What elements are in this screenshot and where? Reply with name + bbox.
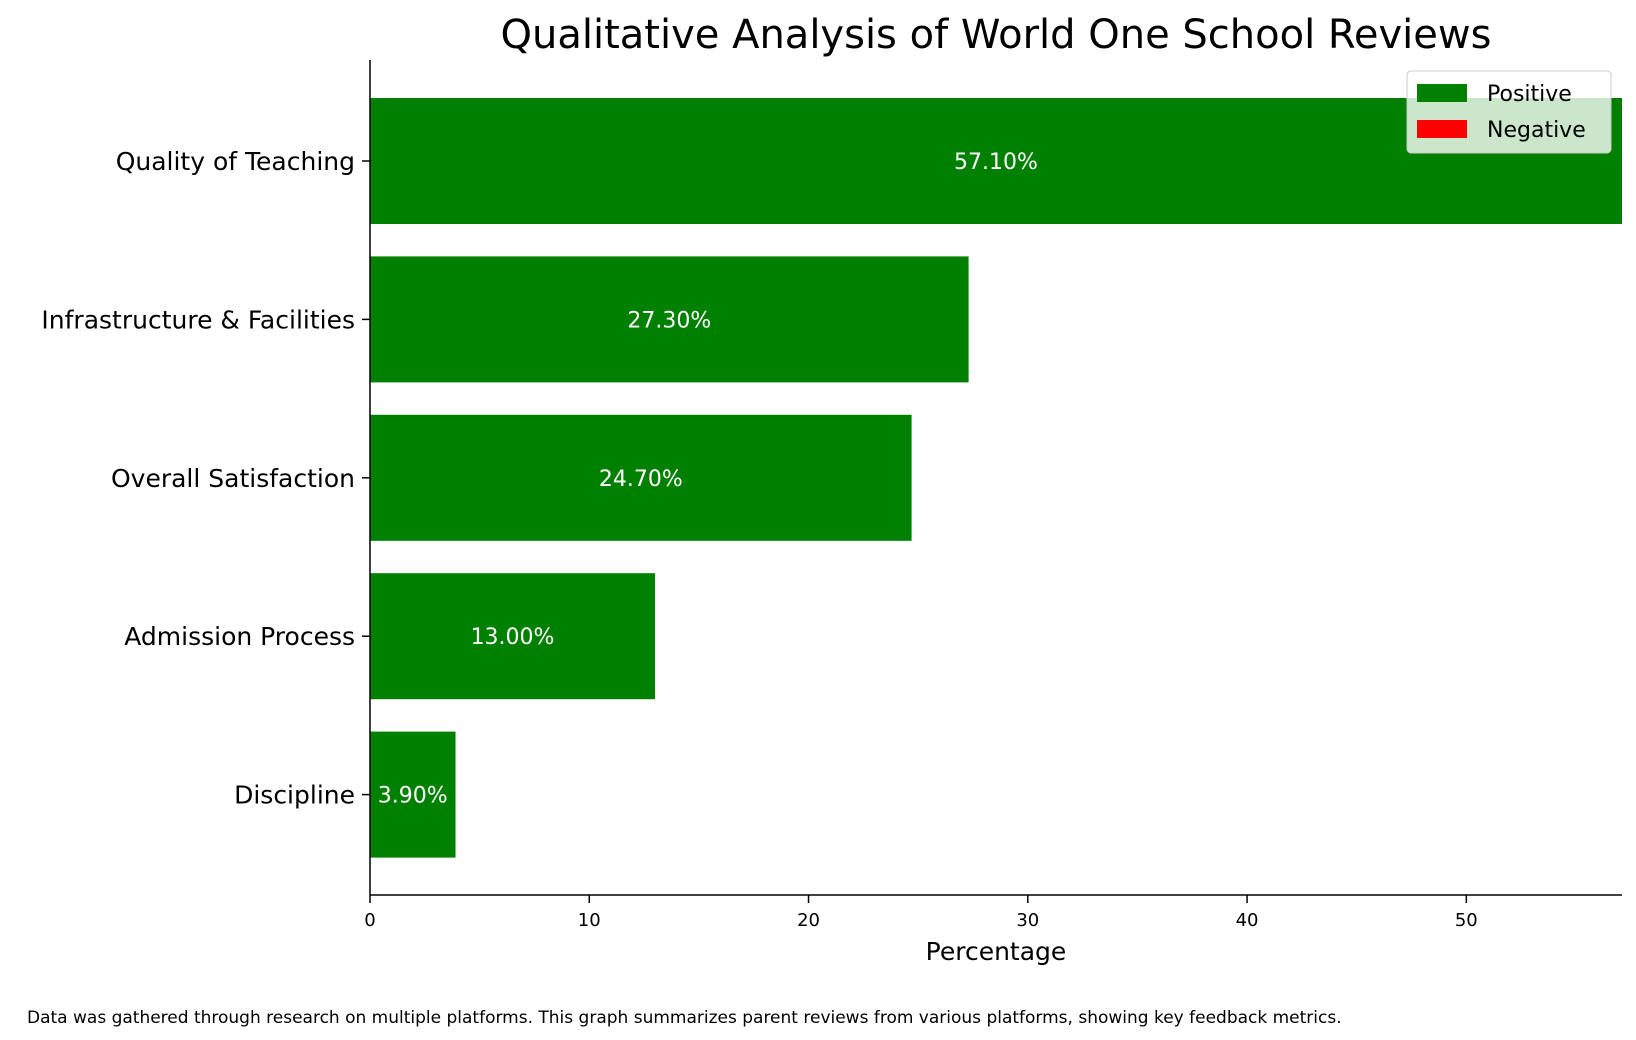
legend-label: Negative (1487, 118, 1586, 143)
x-axis-title: Percentage (926, 937, 1067, 966)
legend-label: Positive (1487, 82, 1572, 107)
category-label: Infrastructure & Facilities (41, 305, 355, 334)
bar-value-label: 27.30% (627, 308, 711, 333)
x-tick-label: 40 (1236, 910, 1259, 931)
bar-positive (370, 414, 912, 541)
bar-positive (370, 731, 456, 858)
bar-positive (370, 256, 969, 383)
category-label: Discipline (234, 781, 355, 810)
legend-swatch (1417, 84, 1467, 102)
bar-value-label: 13.00% (471, 625, 555, 650)
footnote: Data was gathered through research on mu… (27, 1008, 1342, 1028)
bar-labels-group: 57.10% 27.30% 24.70% 13.00% 3.90% (378, 150, 1038, 809)
bar-value-label: 24.70% (599, 467, 683, 492)
chart-title: Qualitative Analysis of World One School… (501, 12, 1492, 58)
category-label: Admission Process (124, 622, 355, 651)
x-tick-label: 20 (797, 910, 820, 931)
x-tick-label: 0 (364, 910, 375, 931)
bars-group (370, 98, 1622, 858)
y-axis: Quality of Teaching Infrastructure & Faci… (41, 60, 371, 895)
category-label: Quality of Teaching (116, 147, 355, 176)
bar-value-label: 57.10% (954, 150, 1038, 175)
x-axis: 0 10 20 30 40 50 (364, 894, 1622, 931)
x-tick-label: 30 (1016, 910, 1039, 931)
bar-positive (370, 573, 656, 700)
x-tick-label: 50 (1455, 910, 1478, 931)
legend: Positive Negative (1406, 70, 1612, 154)
x-tick-label: 10 (578, 910, 601, 931)
category-label: Overall Satisfaction (111, 464, 355, 493)
bar-value-label: 3.90% (378, 784, 448, 809)
legend-swatch (1417, 120, 1467, 138)
